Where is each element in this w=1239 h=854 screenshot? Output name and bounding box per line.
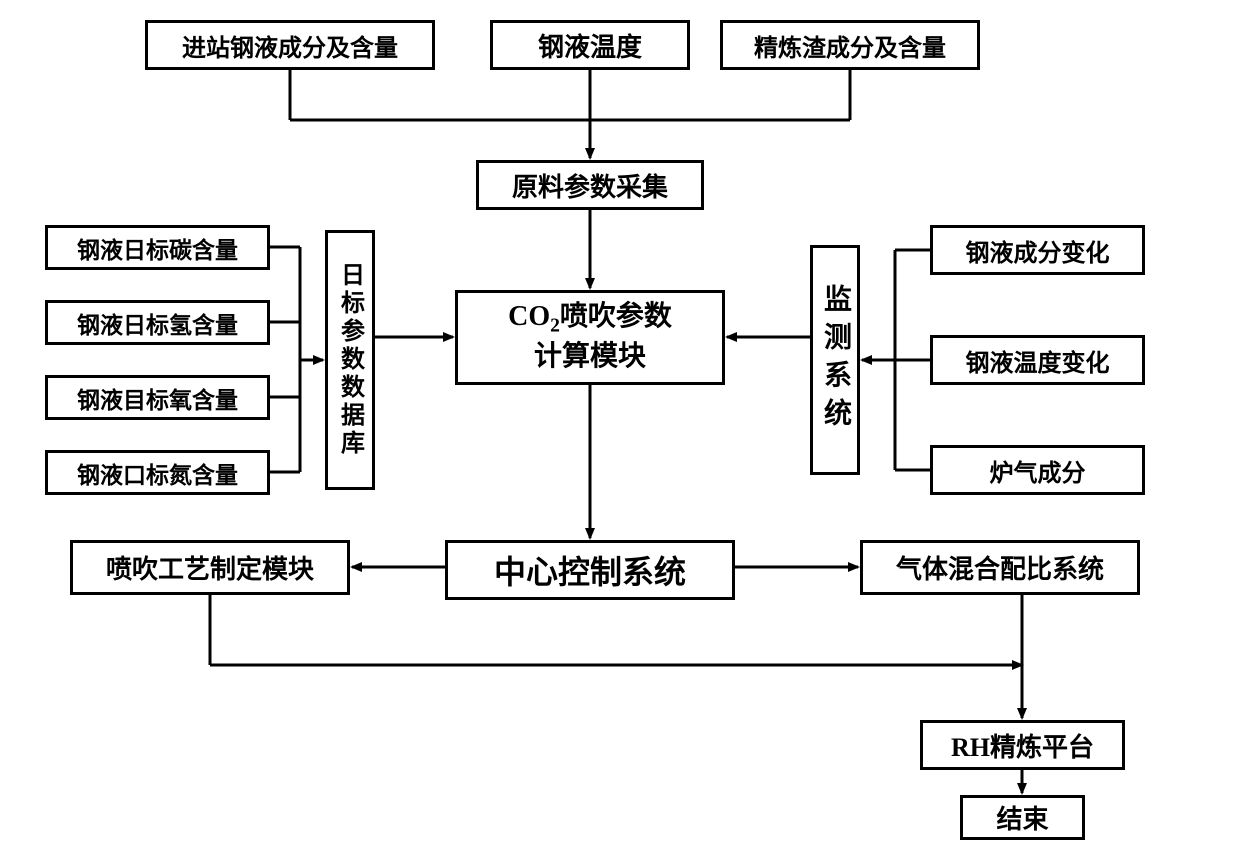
raw-params-box: 原料参数采集 — [476, 160, 704, 210]
refining-slag-box: 精炼渣成分及含量 — [720, 20, 980, 70]
target-hydrogen-box: 钢液日标氢含量 — [45, 300, 270, 345]
end-label: 结束 — [996, 799, 1048, 836]
co2-module-content: CO2喷吹参数 计算模块 — [508, 299, 672, 375]
target-oxygen-label: 钢液目标氧含量 — [77, 381, 238, 415]
co2-module-box: CO2喷吹参数 计算模块 — [455, 290, 725, 385]
rh-platform-box: RH精炼平台 — [920, 720, 1125, 770]
steel-temp-box: 钢液温度 — [490, 20, 690, 70]
co2-line1-sub: 2 — [550, 316, 560, 337]
raw-params-label: 原料参数采集 — [512, 167, 668, 204]
furnace-gas-label: 炉气成分 — [990, 453, 1086, 488]
target-carbon-box: 钢液日标碳含量 — [45, 225, 270, 270]
incoming-steel-label: 进站钢液成分及含量 — [182, 28, 398, 63]
steel-temp-label: 钢液温度 — [538, 27, 642, 64]
refining-slag-label: 精炼渣成分及含量 — [754, 28, 946, 63]
composition-change-box: 钢液成分变化 — [930, 225, 1145, 275]
gas-mixing-box: 气体混合配比系统 — [860, 540, 1140, 595]
monitoring-sys-box: 监测系统 — [810, 245, 860, 475]
blowing-process-label: 喷吹工艺制定模块 — [106, 549, 314, 586]
incoming-steel-box: 进站钢液成分及含量 — [145, 20, 435, 70]
target-oxygen-box: 钢液目标氧含量 — [45, 375, 270, 420]
end-box: 结束 — [960, 795, 1085, 840]
co2-line2: 计算模块 — [534, 341, 646, 372]
central-control-label: 中心控制系统 — [494, 547, 686, 593]
target-nitrogen-label: 钢液口标氮含量 — [77, 456, 238, 490]
temp-change-label: 钢液温度变化 — [966, 343, 1110, 378]
target-hydrogen-label: 钢液日标氢含量 — [77, 306, 238, 340]
rh-platform-label: RH精炼平台 — [951, 727, 1094, 764]
target-carbon-label: 钢液日标碳含量 — [77, 231, 238, 265]
co2-line1-post: 喷吹参数 — [560, 301, 672, 332]
target-db-label: 日标参数数据库 — [333, 262, 368, 458]
gas-mixing-label: 气体混合配比系统 — [896, 549, 1104, 586]
central-control-box: 中心控制系统 — [445, 540, 735, 600]
co2-line1-pre: CO — [508, 301, 550, 332]
furnace-gas-box: 炉气成分 — [930, 445, 1145, 495]
target-nitrogen-box: 钢液口标氮含量 — [45, 450, 270, 495]
blowing-process-box: 喷吹工艺制定模块 — [70, 540, 350, 595]
temp-change-box: 钢液温度变化 — [930, 335, 1145, 385]
monitoring-sys-label: 监测系统 — [815, 284, 855, 436]
target-db-box: 日标参数数据库 — [325, 230, 375, 490]
composition-change-label: 钢液成分变化 — [966, 233, 1110, 268]
